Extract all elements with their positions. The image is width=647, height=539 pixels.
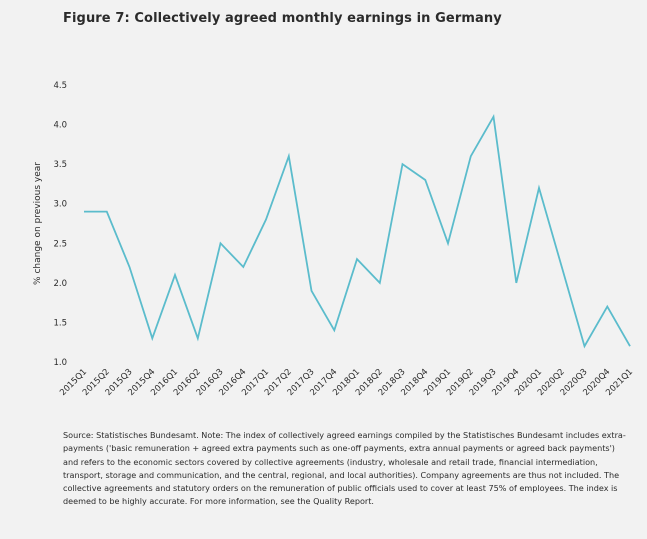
y-tick-labels: 1.0 1.5 2.0 2.5 3.0 3.5 4.0 4.5 [53, 81, 67, 368]
y-tick-label: 4.0 [53, 121, 67, 131]
y-tick-label: 2.0 [53, 279, 67, 289]
y-tick-label: 1.0 [53, 358, 67, 368]
y-axis-title-group: % change on previous year [33, 162, 43, 285]
chart-title: Figure 7: Collectively agreed monthly ea… [63, 11, 502, 26]
y-tick-label: 4.5 [53, 81, 67, 91]
series-line-group [84, 113, 631, 349]
y-tick-label: 1.5 [53, 318, 67, 328]
x-tick-labels: 2015Q12015Q22015Q32015Q42016Q12016Q22016… [58, 367, 635, 398]
source-note: Source: Statistisches Bundesamt. Note: T… [63, 430, 626, 507]
series-line [84, 113, 631, 349]
y-tick-label: 2.5 [53, 239, 67, 249]
data-points [83, 116, 631, 348]
y-axis-title: % change on previous year [33, 162, 43, 285]
y-tick-label: 3.0 [53, 200, 67, 210]
y-tick-label: 3.5 [53, 160, 67, 170]
